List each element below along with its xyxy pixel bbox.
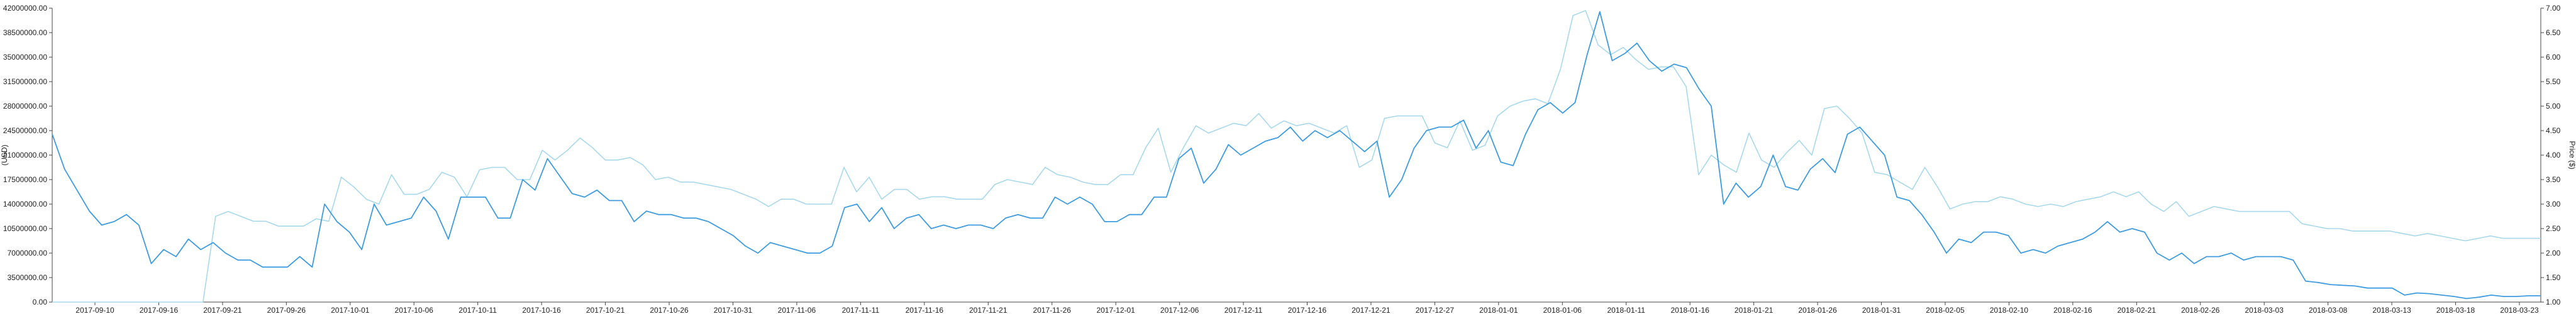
x-tick-label: 2017-11-21 — [969, 306, 1008, 314]
left-y-tick-label: 24500000.00 — [3, 126, 47, 135]
left-y-tick-label: 17500000.00 — [3, 175, 47, 184]
x-tick-label: 2017-09-26 — [267, 306, 306, 314]
x-tick-label: 2018-03-13 — [2372, 306, 2411, 314]
usd-series-line — [52, 11, 2541, 300]
price-series-line — [52, 10, 2541, 303]
x-tick-label: 2017-10-11 — [458, 306, 497, 314]
right-y-tick-label: 4.00 — [2546, 151, 2561, 160]
x-tick-label: 2017-12-21 — [1352, 306, 1391, 314]
x-tick-label: 2017-10-06 — [395, 306, 434, 314]
x-tick-label: 2018-01-16 — [1670, 306, 1709, 314]
right-y-tick-label: 3.00 — [2546, 200, 2561, 208]
x-tick-label: 2017-09-16 — [140, 306, 179, 314]
left-y-tick-label: 31500000.00 — [3, 77, 47, 86]
x-tick-label: 2017-10-01 — [331, 306, 370, 314]
right-y-tick-label: 2.50 — [2546, 224, 2561, 233]
right-y-tick-label: 4.50 — [2546, 126, 2561, 135]
right-y-tick-label: 6.00 — [2546, 53, 2561, 62]
x-tick-label: 2017-12-01 — [1096, 306, 1135, 314]
left-y-tick-label: 7000000.00 — [8, 249, 48, 257]
right-y-tick-label: 5.50 — [2546, 77, 2561, 86]
x-tick-label: 2017-10-26 — [650, 306, 689, 314]
x-tick-label: 2017-10-16 — [522, 306, 561, 314]
right-y-tick-label: 6.50 — [2546, 28, 2561, 37]
x-tick-label: 2018-03-08 — [2309, 306, 2348, 314]
left-y-tick-label: 42000000.00 — [3, 4, 47, 13]
x-tick-label: 2018-02-21 — [2118, 306, 2157, 314]
x-tick-label: 2017-09-21 — [203, 306, 242, 314]
x-tick-label: 2017-12-11 — [1224, 306, 1263, 314]
x-tick-label: 2017-09-10 — [75, 306, 114, 314]
x-tick-label: 2017-11-26 — [1033, 306, 1071, 314]
left-y-tick-label: 21000000.00 — [3, 151, 47, 160]
left-y-tick-label: 0.00 — [33, 298, 48, 306]
x-tick-label: 2018-01-11 — [1607, 306, 1645, 314]
x-tick-label: 2018-02-16 — [2053, 306, 2092, 314]
x-tick-label: 2018-01-06 — [1543, 306, 1582, 314]
x-tick-label: 2017-11-11 — [842, 306, 880, 314]
left-axis-title: (USD) — [0, 144, 9, 165]
x-tick-label: 2017-12-16 — [1288, 306, 1327, 314]
x-tick-label: 2018-01-26 — [1798, 306, 1837, 314]
right-y-tick-label: 2.00 — [2546, 249, 2561, 257]
left-y-tick-label: 3500000.00 — [8, 273, 48, 282]
x-tick-label: 2018-02-10 — [1990, 306, 2029, 314]
x-tick-label: 2017-11-16 — [906, 306, 944, 314]
right-y-tick-label: 1.50 — [2546, 273, 2561, 282]
x-tick-label: 2018-01-01 — [1479, 306, 1518, 314]
x-tick-label: 2018-02-26 — [2181, 306, 2220, 314]
x-tick-label: 2018-03-23 — [2500, 306, 2539, 314]
x-tick-label: 2018-03-03 — [2245, 306, 2284, 314]
x-axis: 2017-09-10 2017-09-16 2017-09-21 2017-09-26… — [52, 301, 2541, 314]
left-y-tick-label: 10500000.00 — [3, 224, 47, 233]
x-tick-label: 2017-12-06 — [1160, 306, 1199, 314]
right-y-tick-label: 3.50 — [2546, 175, 2561, 184]
right-y-tick-label: 5.00 — [2546, 102, 2561, 111]
right-y-tick-label: 1.00 — [2546, 298, 2561, 306]
right-y-axis: 1.00 1.50 2.00 2.50 3.00 3.50 4.00 4.50 5.00 5.50… — [2540, 4, 2561, 306]
left-y-tick-label: 14000000.00 — [3, 200, 47, 208]
left-y-tick-label: 38500000.00 — [3, 28, 47, 37]
x-tick-label: 2017-11-06 — [778, 306, 816, 314]
x-tick-label: 2017-10-31 — [714, 306, 753, 314]
x-tick-label: 2017-10-21 — [586, 306, 625, 314]
left-y-tick-label: 28000000.00 — [3, 102, 47, 111]
left-y-tick-label: 35000000.00 — [3, 53, 47, 62]
right-axis-title: Price ($) — [2568, 141, 2576, 169]
series-layer — [52, 10, 2541, 303]
x-tick-label: 2018-02-05 — [1926, 306, 1965, 314]
right-y-tick-label: 7.00 — [2546, 4, 2561, 13]
x-tick-label: 2018-01-31 — [1862, 306, 1901, 314]
x-tick-label: 2017-12-27 — [1416, 306, 1455, 314]
x-tick-label: 2018-01-21 — [1735, 306, 1774, 314]
left-y-axis: 0.00 3500000.00 7000000.00 10500000.00 14000… — [3, 4, 53, 306]
x-tick-label: 2018-03-18 — [2436, 306, 2475, 314]
